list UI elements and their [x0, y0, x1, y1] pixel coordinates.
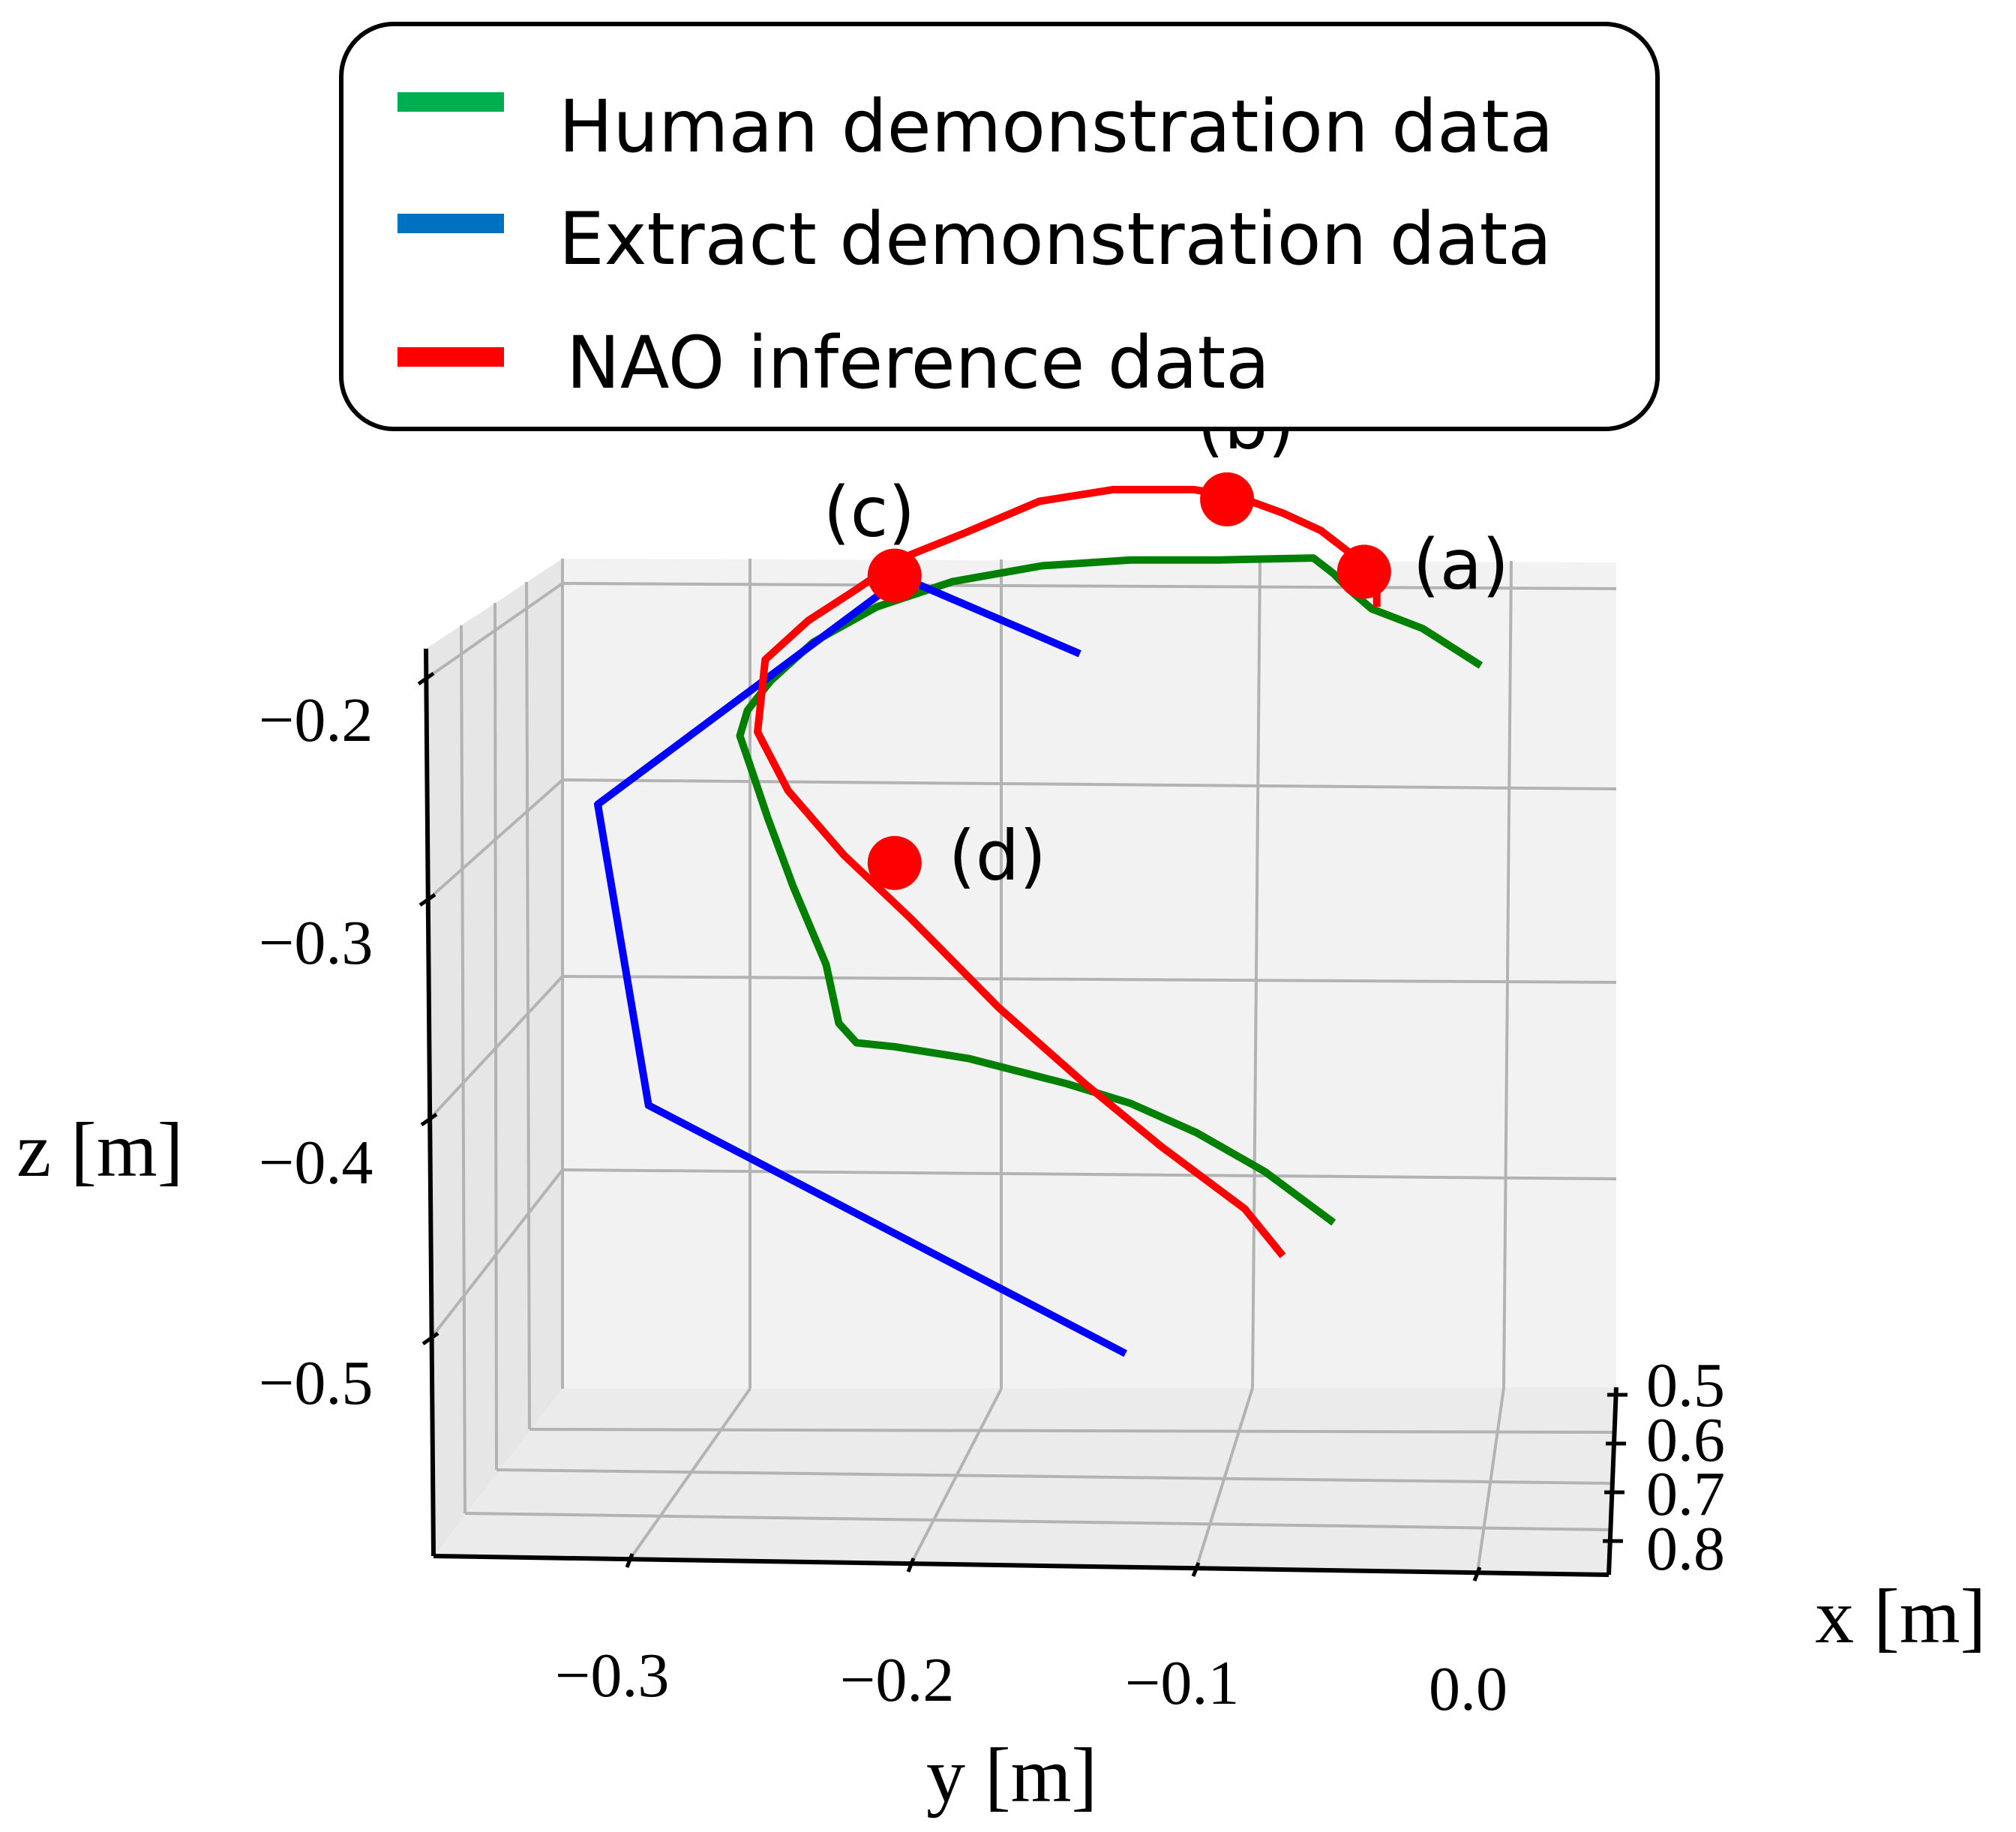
y-tick-label: −0.3 — [555, 1641, 669, 1711]
grid-line — [1476, 1387, 1505, 1573]
legend-label-nao: NAO inference data — [566, 321, 1270, 405]
z-axis-line — [424, 648, 436, 1557]
grid-line — [1251, 559, 1262, 1389]
y-tick-label: 0.0 — [1429, 1654, 1508, 1724]
x-tick-label: 0.5 — [1646, 1351, 1725, 1420]
grid-line — [562, 1168, 1617, 1180]
series-line-2 — [594, 574, 1128, 1357]
legend: Human demonstration data Extract demonst… — [339, 22, 1660, 431]
legend-label-extract: Extract demonstration data — [559, 197, 1552, 281]
marker-label: (c) — [824, 472, 915, 553]
pane-group — [426, 559, 1616, 1575]
series-line-1 — [736, 554, 1484, 1226]
grid-line — [529, 1428, 1615, 1434]
series-line-3 — [754, 485, 1381, 1258]
y-tick-mark — [1472, 1567, 1482, 1582]
grid-group — [424, 559, 1617, 1573]
x-tick-label: 0.6 — [1646, 1405, 1725, 1475]
marker-point — [867, 835, 922, 890]
z-axis-label: z [m] — [16, 1107, 183, 1193]
z-tick-label: −0.3 — [259, 908, 373, 978]
grid-line — [562, 975, 1617, 984]
z-tick-mark — [418, 892, 436, 907]
grid-line — [460, 625, 466, 1514]
grid-line — [464, 1512, 1611, 1531]
grid-line — [562, 582, 1617, 590]
grid-line — [424, 582, 564, 680]
grid-line — [525, 581, 531, 1430]
z-tick-label: −0.4 — [259, 1128, 373, 1198]
x-tick-label: 0.7 — [1646, 1459, 1725, 1529]
grid-line — [428, 975, 564, 1121]
y-tick-mark — [906, 1558, 916, 1573]
z-tick-label: −0.2 — [259, 685, 373, 755]
x-axis-line — [1606, 1387, 1618, 1576]
z-tick-mark — [417, 671, 435, 686]
y-tick-label: −0.2 — [840, 1645, 954, 1715]
grid-line — [426, 778, 564, 901]
grid-line — [429, 1168, 564, 1340]
grid-line — [628, 1387, 752, 1561]
y-tick-label: −0.1 — [1125, 1648, 1239, 1718]
x-axis-label: x [m] — [1815, 1573, 1986, 1660]
series-layer — [594, 485, 1484, 1357]
grid-line — [562, 778, 1617, 790]
y-tick-mark — [625, 1553, 634, 1568]
tick-group — [417, 671, 1628, 1582]
z-tick-mark — [422, 1331, 440, 1346]
marker-point — [867, 548, 922, 603]
marker-point — [1200, 472, 1255, 526]
legend-label-human: Human demonstration data — [559, 85, 1553, 169]
z-tick-label: −0.5 — [259, 1348, 373, 1418]
back-pane — [562, 559, 1616, 1389]
z-tick-mark — [420, 1112, 438, 1127]
marker-label: (d) — [949, 816, 1046, 896]
tick-label-group: −0.2 −0.3 −0.4 −0.5 −0.3 −0.2 −0.1 0.0 0… — [259, 685, 1725, 1724]
grid-line — [496, 1468, 1612, 1485]
marker-label: (a) — [1413, 524, 1509, 604]
y-axis-label: y [m] — [926, 1732, 1097, 1819]
floor-pane — [434, 1387, 1616, 1575]
legend-box — [339, 22, 1660, 431]
grid-line — [1502, 560, 1513, 1389]
x-tick-label: 0.8 — [1646, 1514, 1725, 1584]
marker-point — [1336, 544, 1391, 599]
y-tick-mark — [1191, 1562, 1201, 1577]
grid-line — [494, 602, 498, 1471]
